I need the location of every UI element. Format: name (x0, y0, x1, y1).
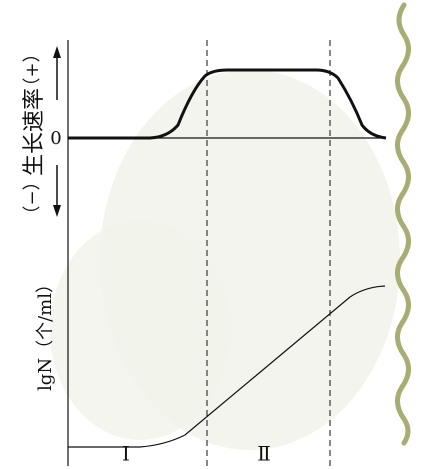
negative-label: （−） (22, 172, 43, 223)
vine-decoration (397, 5, 408, 443)
positive-label: （+） (22, 44, 43, 95)
population-label: lgN（个/ml） (35, 275, 56, 391)
page: （+） 生长速率 （−） 0 lgN（个/ml） Ⅰ Ⅱ (() => { co… (0, 0, 422, 469)
background-shade (50, 220, 230, 440)
arrow-head (53, 205, 61, 217)
zero-label: 0 (50, 128, 61, 149)
figure: （+） 生长速率 （−） 0 lgN（个/ml） Ⅰ Ⅱ (0, 0, 422, 469)
arrow-head (53, 46, 61, 58)
phase-label: Ⅱ (257, 442, 271, 466)
growth-rate-label: 生长速率 (22, 88, 47, 176)
phase-label: Ⅰ (122, 442, 130, 466)
